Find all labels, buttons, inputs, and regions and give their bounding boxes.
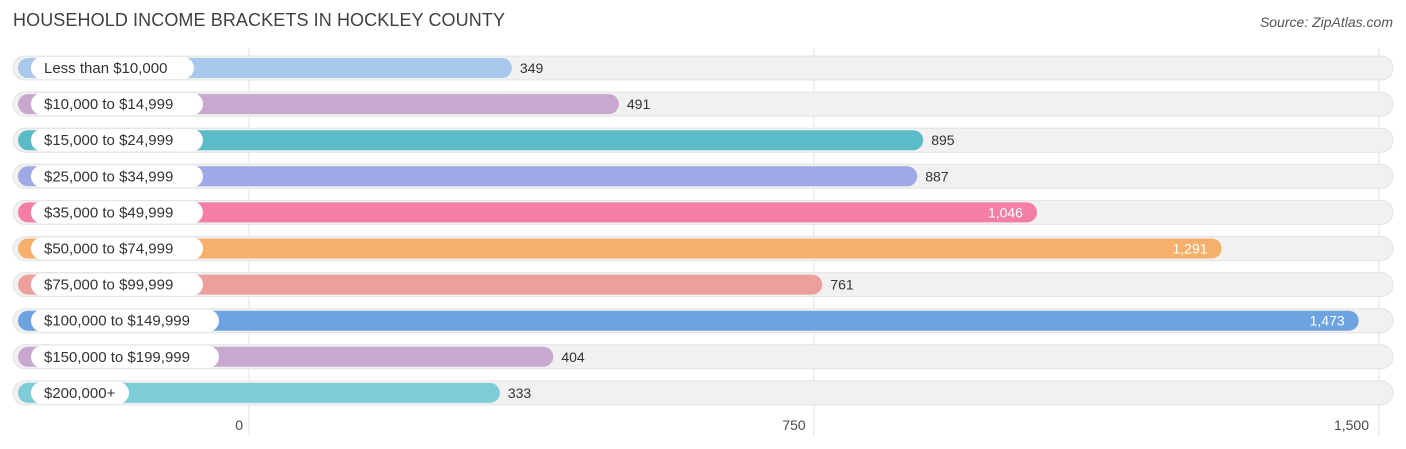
bar-row: $75,000 to $99,999 761	[12, 272, 1394, 298]
bar	[18, 166, 918, 187]
bar-row: $25,000 to $34,999 887	[12, 163, 1394, 189]
category-pill	[31, 309, 219, 332]
category-pill	[31, 57, 194, 79]
bar-row: Less than $10,000 349	[12, 55, 1394, 81]
value-label: 1,291	[1173, 241, 1208, 257]
value-label: 1,046	[988, 204, 1023, 220]
bar	[18, 274, 823, 295]
x-tick-label: 0	[235, 417, 243, 433]
bar	[18, 310, 1359, 331]
value-label: 1,473	[1310, 313, 1345, 329]
value-label: 895	[931, 132, 955, 148]
category-label: $35,000 to $49,999	[44, 204, 173, 221]
category-pill	[31, 129, 203, 152]
category-pill	[31, 201, 203, 224]
category-label: $100,000 to $149,999	[44, 313, 190, 330]
category-label: $150,000 to $199,999	[44, 349, 190, 366]
chart-title: HOUSEHOLD INCOME BRACKETS IN HOCKLEY COU…	[13, 10, 506, 30]
bar-row: $100,000 to $149,999 1,473	[12, 308, 1394, 334]
category-label: $15,000 to $24,999	[44, 132, 173, 149]
bar	[18, 238, 1222, 259]
category-label: $10,000 to $14,999	[44, 96, 173, 113]
category-label: $50,000 to $74,999	[44, 241, 173, 258]
bar-row: $150,000 to $199,999 404	[12, 344, 1394, 370]
value-label: 333	[508, 385, 532, 401]
category-label: $75,000 to $99,999	[44, 277, 173, 294]
x-tick-label: 1,500	[1334, 417, 1369, 433]
x-axis: 0 750 1,500	[235, 417, 1369, 433]
bar-row: $200,000+ 333	[12, 380, 1394, 406]
category-pill	[31, 237, 203, 260]
value-label: 761	[830, 277, 854, 293]
value-label: 887	[925, 168, 949, 184]
category-pill	[31, 345, 219, 368]
bar-row: $15,000 to $24,999 895	[12, 127, 1394, 153]
bar-row: $10,000 to $14,999 491	[12, 91, 1394, 117]
category-label: $200,000+	[44, 385, 116, 402]
value-label: 491	[627, 96, 651, 112]
bar-row: $35,000 to $49,999 1,046	[12, 199, 1394, 225]
bar	[18, 202, 1037, 223]
bar-row: $50,000 to $74,999 1,291	[12, 236, 1394, 261]
x-tick-label: 750	[782, 417, 806, 433]
category-label: Less than $10,000	[44, 60, 167, 77]
value-label: 349	[520, 60, 544, 76]
category-pill	[31, 273, 203, 296]
category-pill	[31, 381, 129, 404]
category-label: $25,000 to $34,999	[44, 168, 173, 185]
source-credit: Source: ZipAtlas.com	[1259, 14, 1393, 30]
bar	[18, 382, 500, 403]
bar	[18, 130, 924, 151]
value-label: 404	[561, 349, 585, 365]
category-pill	[31, 165, 203, 188]
category-pill	[31, 93, 203, 116]
